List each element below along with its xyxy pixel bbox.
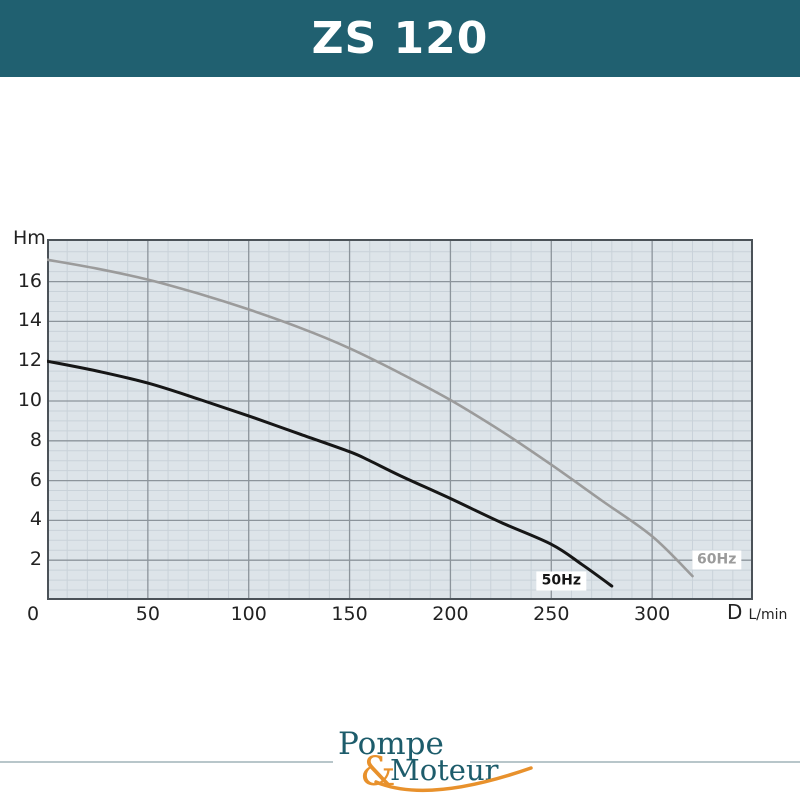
x-axis-unit: L/min	[748, 607, 788, 623]
plot-area	[47, 239, 753, 600]
title-bar: ZS 120	[0, 0, 800, 77]
y-tick-label-8: 8	[29, 428, 42, 451]
x-tick-label-200: 200	[432, 603, 469, 625]
page-title: ZS 120	[311, 13, 489, 64]
logo-swoosh	[374, 766, 533, 793]
y-axis-title: Hm	[13, 227, 46, 249]
x-axis-title: D L/min	[727, 600, 787, 624]
y-tick-label-14: 14	[17, 309, 42, 332]
x-tick-label-100: 100	[230, 603, 267, 625]
y-tick-label-4: 4	[29, 508, 42, 531]
plot-border	[47, 239, 753, 600]
y-tick-label-16: 16	[17, 269, 42, 292]
x-axis-symbol: D	[727, 600, 743, 624]
footer-rule-right	[470, 761, 800, 763]
x-tick-label-50: 50	[135, 603, 160, 625]
series-label-50hz: 50Hz	[536, 571, 587, 591]
x-tick-label-250: 250	[533, 603, 570, 625]
x-tick-label-0: 0	[26, 603, 40, 625]
series-curve-60hz	[47, 258, 694, 578]
plot-background	[47, 239, 753, 600]
y-tick-label-10: 10	[17, 388, 42, 411]
footer-rule-left	[0, 761, 333, 763]
y-tick-label-6: 6	[29, 468, 42, 491]
series-label-60hz: 60Hz	[692, 550, 742, 570]
logo-word-pompe: Pompe	[338, 726, 444, 762]
brand-logo: Pompe & Moteur	[338, 726, 533, 795]
x-tick-label-150: 150	[331, 603, 368, 625]
x-tick-label-300: 300	[634, 603, 671, 625]
y-tick-label-2: 2	[29, 548, 42, 571]
y-tick-label-12: 12	[17, 349, 42, 372]
series-curve-50hz	[47, 359, 614, 588]
